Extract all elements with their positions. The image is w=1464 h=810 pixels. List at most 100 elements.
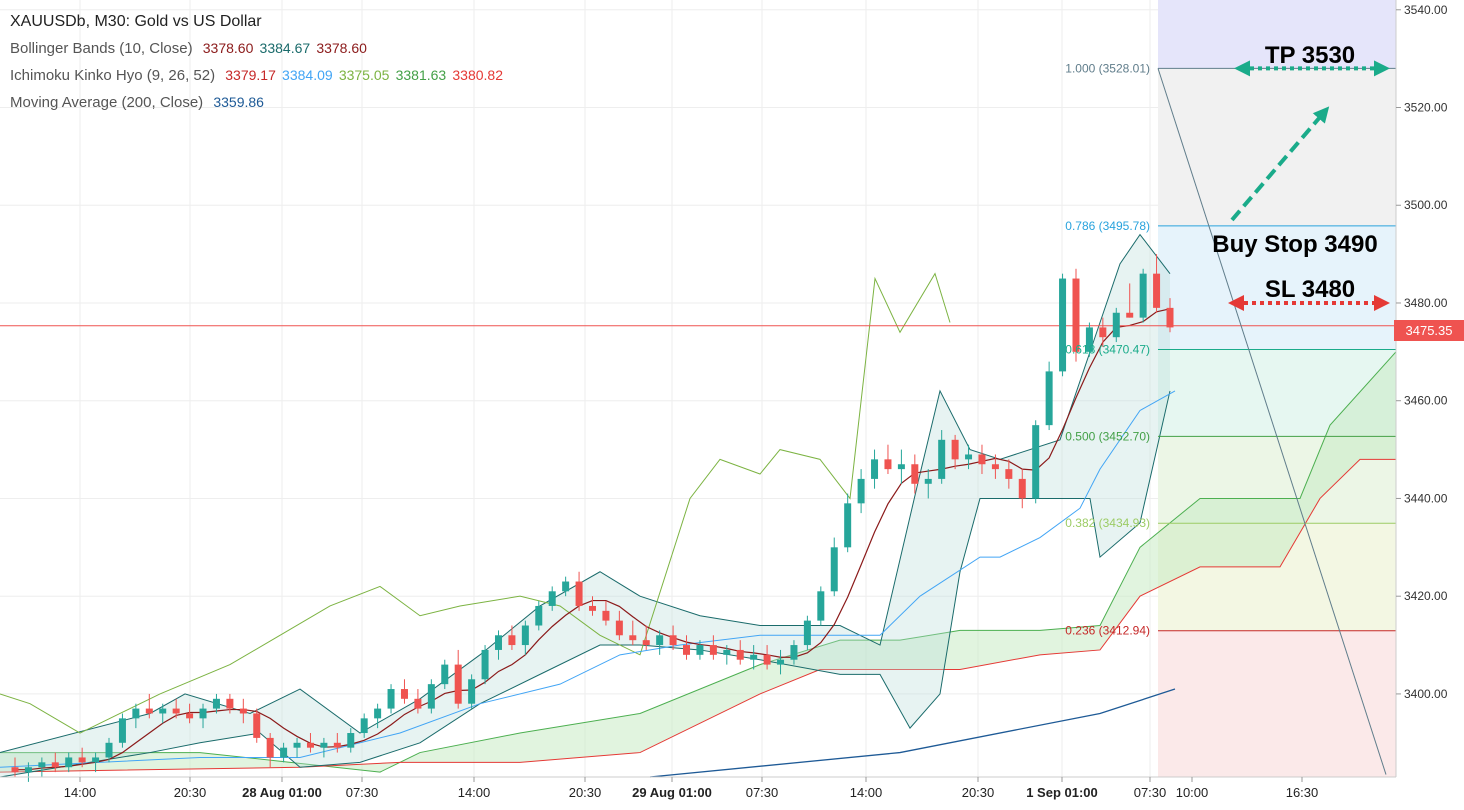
- sl-label: SL 3480: [1265, 276, 1355, 303]
- fib-zone-top: [1158, 0, 1396, 69]
- candle-body: [1059, 278, 1067, 372]
- chart-title: XAUUSDb, M30: Gold vs US Dollar: [10, 13, 262, 30]
- ichimoku-span-a: [0, 351, 1397, 773]
- candle-body: [92, 757, 100, 763]
- ichimoku-chikou: [0, 272, 951, 734]
- indicator-value: 3378.60: [202, 40, 254, 56]
- candle-body: [857, 478, 865, 504]
- candle-body: [145, 708, 153, 714]
- candle-body: [427, 684, 435, 709]
- fib-level-label: 1.000 (3528.01): [1065, 61, 1150, 75]
- candle-body: [978, 454, 986, 465]
- candle-body: [1153, 273, 1161, 308]
- indicator-value: 3378.60: [316, 40, 367, 56]
- candle-body: [965, 454, 973, 460]
- ichimoku-kijun: [0, 390, 1176, 768]
- candle-body: [1112, 312, 1120, 338]
- moving-average-200: [649, 688, 1176, 778]
- fib-level-label: 0.618 (3470.47): [1065, 343, 1150, 357]
- candle-body: [1072, 278, 1080, 352]
- candle-body: [575, 581, 583, 606]
- candle-body: [884, 459, 892, 470]
- candle-body: [24, 767, 32, 773]
- candle-body: [65, 757, 73, 768]
- candle-body: [924, 478, 932, 484]
- candle-body: [132, 708, 140, 719]
- candle-body: [817, 591, 825, 621]
- indicator-name: Ichimoku Kinko Hyo (9, 26, 52): [10, 67, 216, 84]
- candle-body: [897, 464, 905, 470]
- candle-body: [320, 742, 328, 748]
- candle-body: [723, 649, 731, 655]
- candle-body: [615, 620, 623, 636]
- y-tick-label: 3420.00: [1404, 589, 1448, 603]
- candle-body: [172, 708, 180, 714]
- candle-body: [642, 640, 650, 646]
- candle-body: [1005, 469, 1013, 479]
- ichimoku-span-b: [0, 458, 1396, 773]
- candle-body: [1032, 425, 1040, 499]
- fib-zone-1000: [1158, 68, 1396, 226]
- x-axis: 14:00 20:30 28 Aug 01:00 07:30 14:00 20:30 29 …: [0, 776, 1396, 800]
- candle-body: [1085, 327, 1093, 352]
- indicator-value: 3375.05: [338, 67, 390, 83]
- candle-body: [481, 649, 489, 680]
- x-tick-label: 14:00: [850, 785, 883, 800]
- candle-body: [736, 649, 744, 660]
- candle-body: [844, 503, 852, 548]
- candle-body: [1126, 312, 1134, 318]
- candle-body: [280, 747, 288, 758]
- candle-body: [830, 547, 838, 592]
- candle-body: [11, 767, 19, 773]
- indicator-value: 3384.09: [282, 67, 333, 83]
- candle-body: [293, 742, 301, 748]
- candle-body: [938, 439, 946, 479]
- indicator-name: Bollinger Bands (10, Close): [10, 40, 193, 57]
- candle-body: [1018, 478, 1026, 499]
- candle-body: [387, 689, 395, 709]
- x-tick-label: 16:30: [1286, 785, 1319, 800]
- candle-body: [548, 591, 556, 606]
- candle-body: [535, 605, 543, 626]
- grid: [0, 0, 1397, 778]
- candle-body: [78, 757, 86, 763]
- indicator-name: Moving Average (200, Close): [10, 94, 204, 111]
- candle-body: [441, 664, 449, 685]
- candle-body: [589, 605, 596, 611]
- candle-body: [38, 762, 46, 768]
- candle-body: [629, 635, 637, 641]
- x-tick-label: 1 Sep 01:00: [1026, 785, 1098, 800]
- candle-body: [1139, 273, 1147, 318]
- x-tick-label: 07:30: [346, 785, 379, 800]
- legend-row-bollinger: Bollinger Bands (10, Close) 3378.60 3384…: [10, 35, 503, 62]
- fib-level-label: 0.236 (3412.94): [1065, 624, 1150, 638]
- candle-body: [777, 659, 785, 665]
- candle-body: [306, 742, 314, 748]
- buy-direction-arrow: [1230, 106, 1330, 222]
- candle-body: [1166, 307, 1174, 328]
- candle-body: [226, 698, 234, 709]
- indicator-value: 3380.82: [452, 67, 503, 83]
- candle-body: [239, 708, 247, 714]
- x-tick-label: 07:30: [746, 785, 779, 800]
- fib-level-label: 0.382 (3434.93): [1065, 516, 1150, 530]
- candle-body: [199, 708, 207, 719]
- candle-body: [186, 713, 194, 719]
- candle-body: [709, 645, 717, 655]
- candle-body: [333, 742, 341, 748]
- candle-body: [562, 581, 570, 592]
- candle-body: [159, 708, 167, 714]
- buy-stop-label: Buy Stop 3490: [1212, 231, 1377, 258]
- x-tick-label: 29 Aug 01:00: [632, 785, 712, 800]
- candle-body: [1099, 327, 1107, 338]
- candle-body: [414, 698, 422, 709]
- y-tick-label: 3500.00: [1404, 198, 1448, 212]
- fib-level-label: 0.500 (3452.70): [1065, 429, 1150, 443]
- candle-body: [669, 635, 677, 646]
- candle-body: [360, 718, 368, 734]
- x-tick-label: 28 Aug 01:00: [242, 785, 322, 800]
- candle-body: [266, 737, 274, 758]
- candle-body: [253, 713, 261, 738]
